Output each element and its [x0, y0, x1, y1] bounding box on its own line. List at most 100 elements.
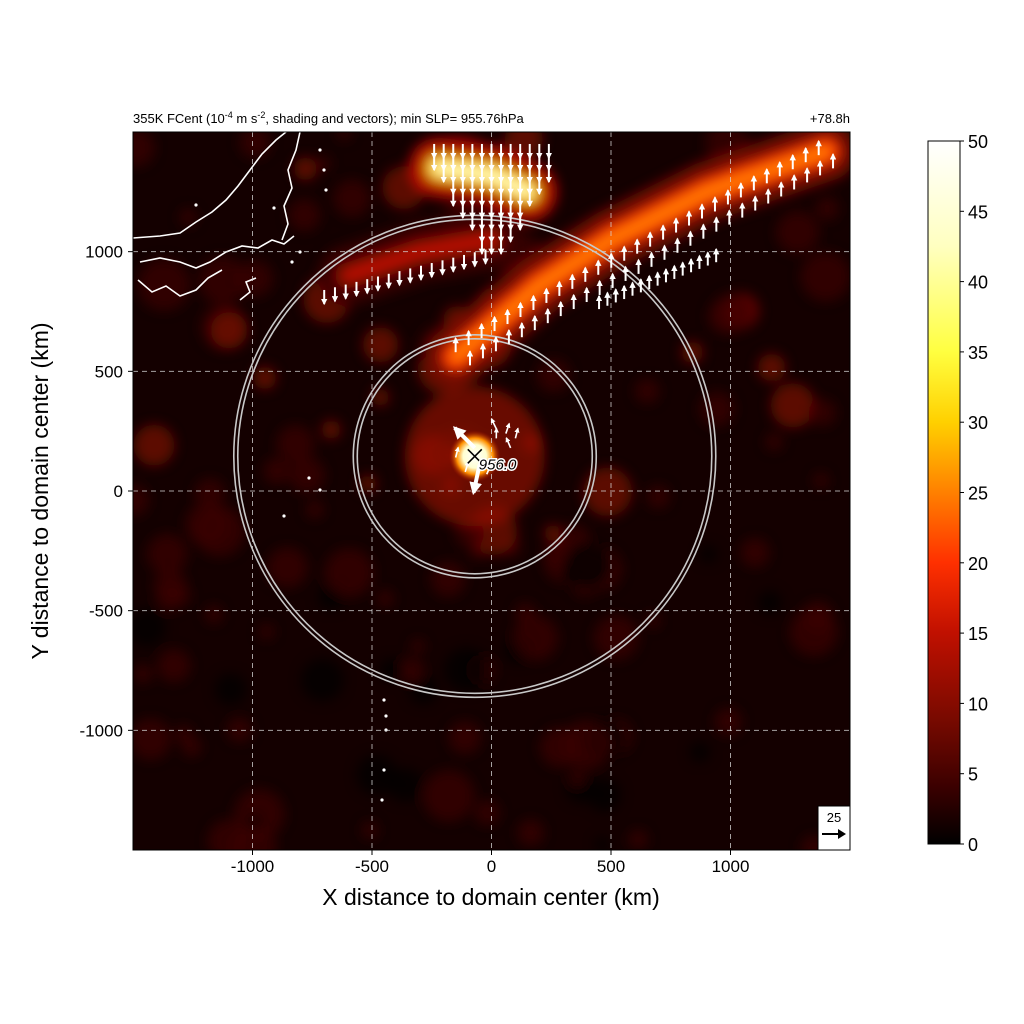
y-tick-label: 1000	[85, 243, 123, 262]
shading-blob	[321, 420, 340, 439]
shading-blob	[306, 501, 324, 519]
shading-blob	[128, 609, 166, 647]
shading-blob	[147, 534, 187, 574]
y-axis-label: Y distance to domain center (km)	[27, 322, 53, 659]
shading-blob	[475, 800, 500, 825]
shading-blob	[363, 327, 399, 363]
shading-blob	[809, 399, 836, 426]
colorbar-tick-label: 50	[968, 132, 988, 152]
shading-blob	[423, 770, 475, 822]
shading-blob	[301, 659, 344, 702]
shading-blob	[333, 180, 370, 217]
shading-blob	[568, 770, 586, 788]
shading-blob	[175, 725, 193, 743]
shading-blob	[288, 199, 320, 231]
shading-blob	[211, 312, 248, 349]
x-tick-label: 500	[597, 857, 625, 876]
shading-blob	[133, 425, 174, 466]
shading-blob	[771, 383, 816, 428]
colorbar-gradient	[928, 141, 960, 844]
shading-blob	[411, 639, 425, 653]
shading-blob	[801, 252, 851, 302]
shading-blob	[758, 354, 786, 382]
x-axis-label: X distance to domain center (km)	[322, 884, 659, 910]
reference-vector-label: 25	[827, 810, 841, 825]
colorbar-ticks: 0 5 10 15 20 25 30 35 40 45 50	[960, 132, 988, 855]
forecast-hour: +78.8h	[810, 111, 850, 126]
island	[194, 203, 197, 206]
shading-blob	[205, 605, 223, 623]
shading-blob	[444, 647, 488, 691]
y-tick-label: 500	[95, 362, 123, 381]
colorbar-tick-label: 10	[968, 694, 988, 714]
shading-blob	[765, 433, 783, 451]
x-tick-label: 1000	[712, 857, 750, 876]
colorbar-tick-label: 45	[968, 202, 988, 222]
colorbar-tick-label: 20	[968, 554, 988, 574]
shading-blob	[628, 830, 647, 849]
colorbar-tick-label: 30	[968, 413, 988, 433]
shading-blob	[317, 156, 332, 171]
x-tick-label: 0	[487, 857, 496, 876]
shading-blob	[138, 259, 190, 311]
shading-blob	[564, 542, 610, 588]
colorbar-tick-label: 35	[968, 343, 988, 363]
island	[324, 188, 327, 191]
min-slp-label: 956.0	[479, 456, 517, 473]
shading-blob	[758, 591, 782, 615]
shading-blob	[117, 128, 155, 166]
shading-blob	[562, 720, 611, 769]
shading-blob	[259, 624, 274, 639]
shading-blob	[376, 590, 393, 607]
shading-blob	[277, 425, 315, 463]
shading-blob	[740, 538, 769, 567]
y-tick-label: -500	[89, 602, 123, 621]
shading-blob	[337, 126, 352, 141]
island	[382, 698, 385, 701]
shading-blob	[790, 608, 838, 656]
plot-area: 956.0	[117, 120, 851, 871]
shading-blob	[185, 503, 228, 546]
shading-blob	[517, 819, 544, 846]
chart-title: 355K FCent (10-4 m s-2, shading and vect…	[133, 110, 525, 126]
shading-blob	[133, 664, 152, 683]
shading-blob	[700, 545, 718, 563]
colorbar-tick-label: 25	[968, 484, 988, 504]
island	[272, 206, 275, 209]
shading-blob	[157, 649, 190, 682]
shading-blob	[513, 615, 558, 660]
shading-blob	[294, 157, 318, 181]
island	[322, 168, 325, 171]
shading-blob	[594, 615, 639, 660]
island	[384, 714, 387, 717]
y-tick-label: 0	[114, 482, 123, 501]
shading-blob	[215, 673, 247, 705]
island	[307, 476, 310, 479]
island	[382, 768, 385, 771]
shading-blob	[448, 721, 481, 754]
shading-blob	[325, 548, 374, 597]
shading-blob	[813, 473, 829, 489]
shading-blob	[156, 584, 184, 612]
shading-blob	[207, 819, 250, 862]
shading-blob	[715, 708, 743, 736]
colorbar-tick-label: 5	[968, 765, 978, 785]
shading-blob	[371, 388, 389, 406]
island	[318, 488, 321, 491]
colorbar-tick-label: 0	[968, 835, 978, 855]
shading-blob	[647, 485, 670, 508]
x-tick-label: -1000	[231, 857, 274, 876]
shading-blob	[356, 754, 397, 795]
y-tick-label: -1000	[80, 721, 123, 740]
shading-blob	[776, 211, 819, 254]
x-axis-ticks: -1000 -500 0 500 1000	[231, 850, 750, 876]
y-axis-ticks: 1000 500 0 -500 -1000	[80, 243, 133, 741]
colorbar-tick-label: 40	[968, 273, 988, 293]
island	[318, 148, 321, 151]
island	[380, 798, 383, 801]
island	[290, 260, 293, 263]
x-tick-label: -500	[355, 857, 389, 876]
shading-blob	[690, 742, 711, 763]
reference-vector: 25	[818, 806, 850, 850]
